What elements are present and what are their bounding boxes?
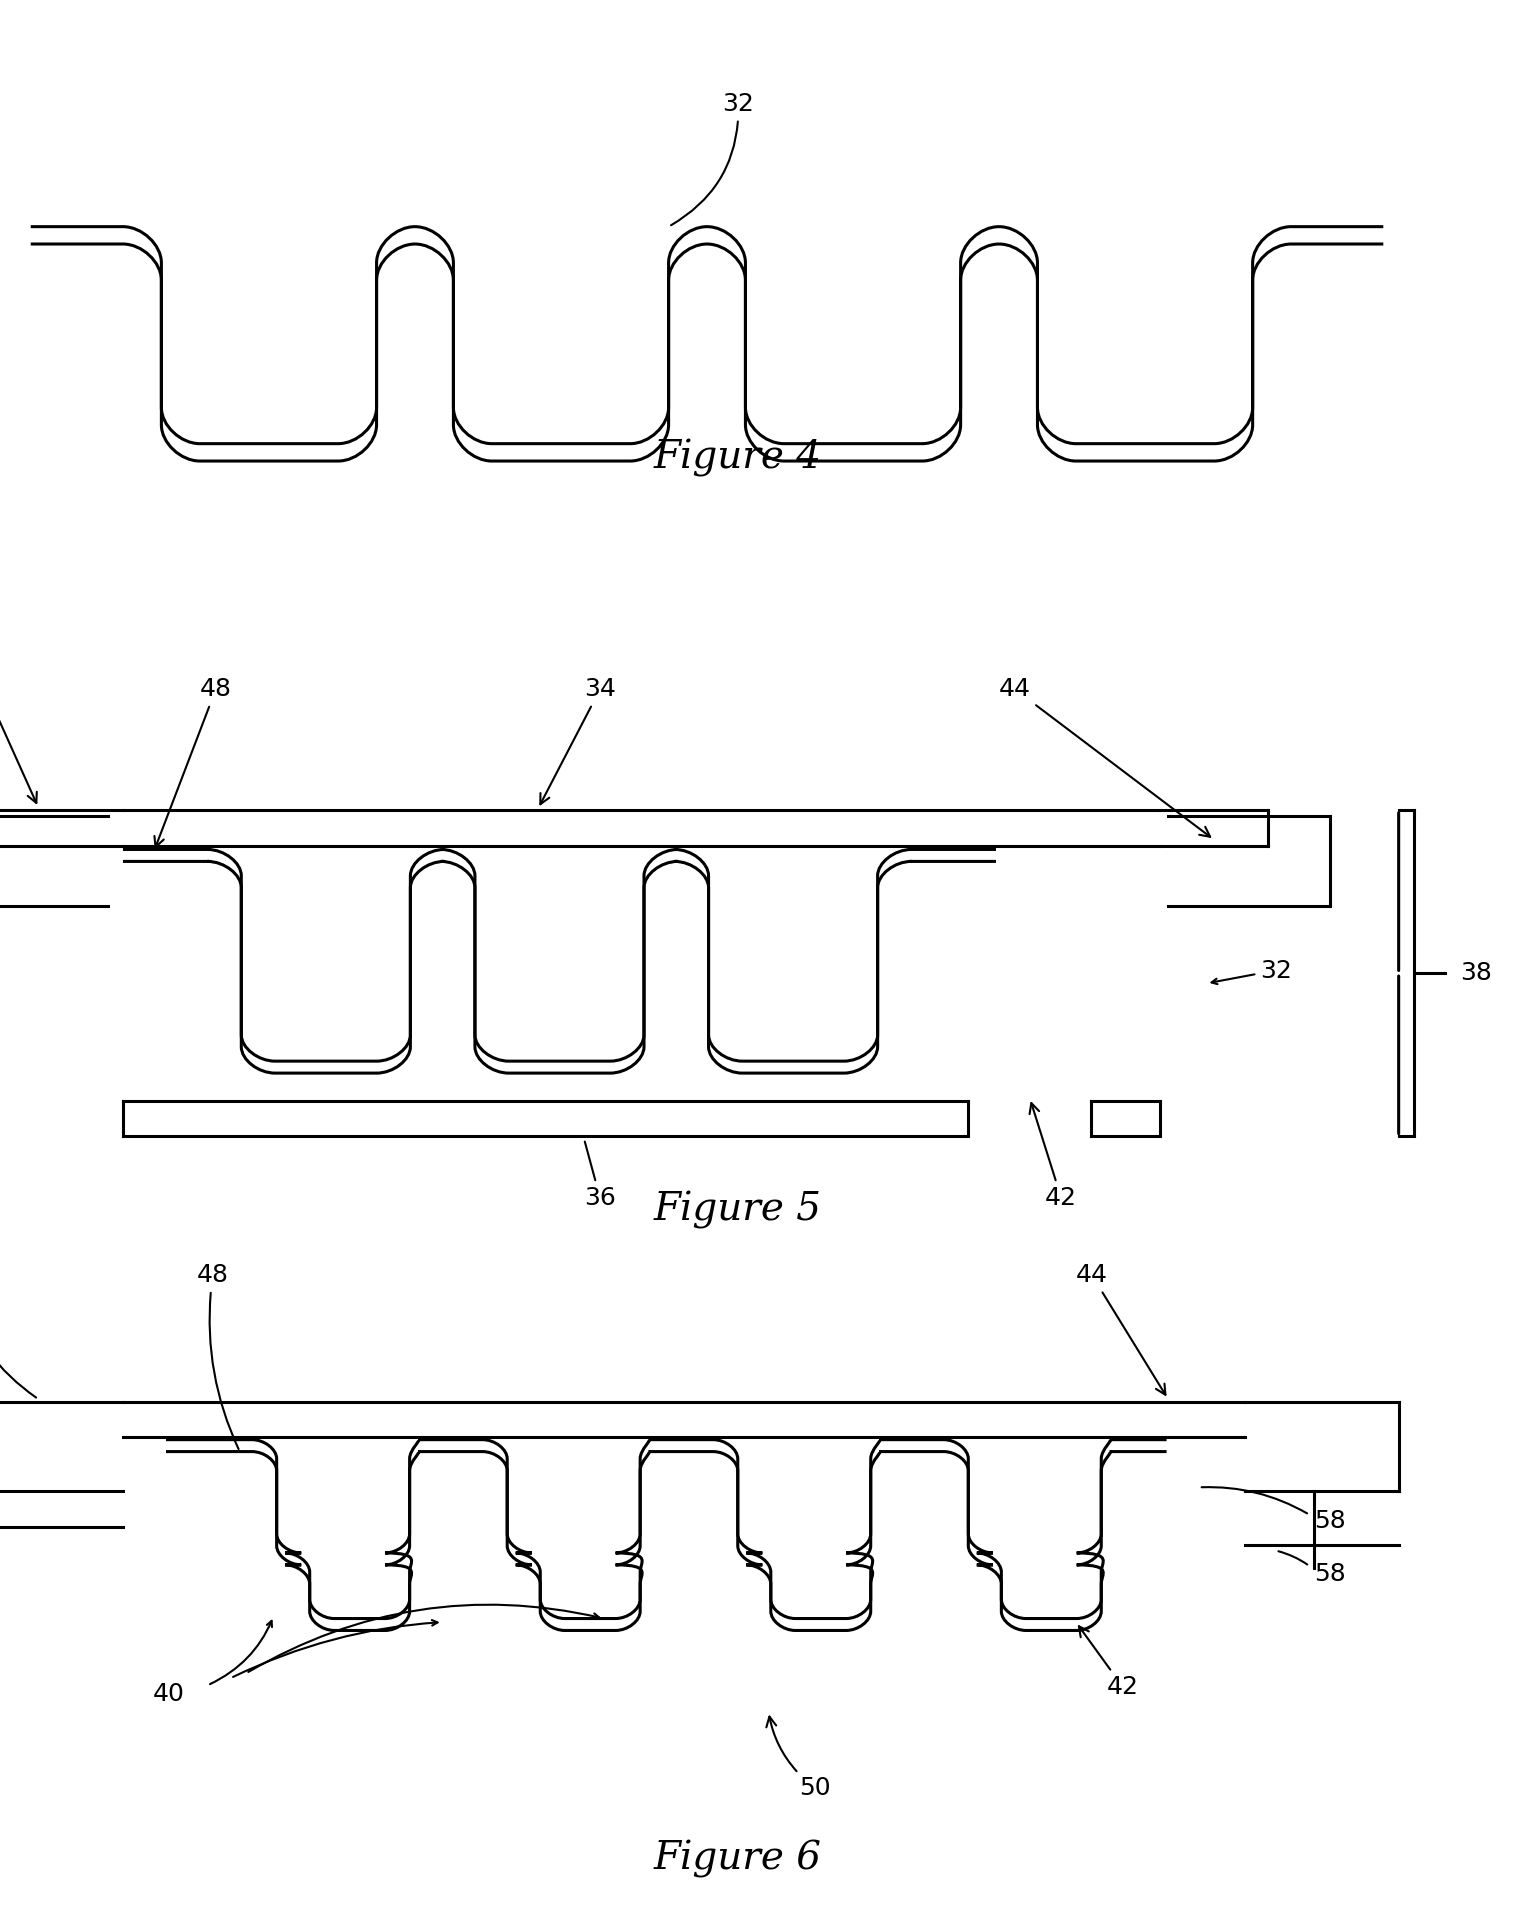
Text: 32: 32	[1260, 959, 1293, 984]
Text: 44: 44	[999, 677, 1210, 837]
Text: 36: 36	[584, 1142, 616, 1209]
Text: 46: 46	[0, 677, 37, 802]
Text: 42: 42	[1079, 1626, 1139, 1699]
Text: 46: 46	[0, 1263, 37, 1397]
Text: 32: 32	[672, 93, 755, 226]
Text: 48: 48	[154, 677, 232, 847]
Text: 48: 48	[197, 1263, 238, 1449]
Text: Figure 6: Figure 6	[653, 1840, 822, 1879]
Text: 44: 44	[1076, 1263, 1165, 1395]
Text: 58: 58	[1314, 1562, 1346, 1586]
Text: Figure 5: Figure 5	[653, 1190, 822, 1229]
Text: 38: 38	[1460, 961, 1492, 986]
Text: 40: 40	[154, 1682, 184, 1705]
Text: 42: 42	[1030, 1103, 1077, 1209]
Text: Figure 4: Figure 4	[653, 440, 822, 476]
Text: 58: 58	[1314, 1508, 1346, 1534]
Text: 50: 50	[767, 1717, 832, 1800]
Text: 34: 34	[541, 677, 616, 804]
